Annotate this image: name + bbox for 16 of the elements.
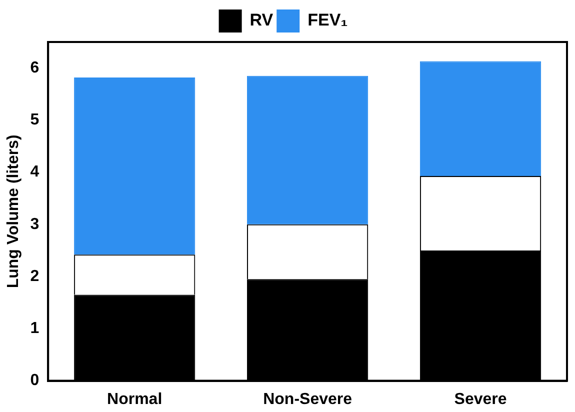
legend-label: RV <box>250 10 274 30</box>
y-tick-label: 5 <box>30 112 40 129</box>
y-tick-label: 0 <box>30 372 40 390</box>
y-tick-label: 4 <box>30 164 40 181</box>
y-tick-label: 1 <box>30 320 40 338</box>
y-axis-title: Lung Volume (liters) <box>5 134 22 288</box>
x-tick-label: Severe <box>454 390 507 408</box>
legend-label: FEV₁ <box>308 10 348 30</box>
y-tick-label: 3 <box>30 216 40 233</box>
bar <box>420 61 542 176</box>
bar <box>247 76 368 224</box>
bar <box>74 77 196 255</box>
y-tick-label: 2 <box>30 268 40 285</box>
x-tick-label: Non-Severe <box>263 390 352 408</box>
y-tick-label: 6 <box>30 59 40 76</box>
x-tick-label: Normal <box>107 390 162 408</box>
